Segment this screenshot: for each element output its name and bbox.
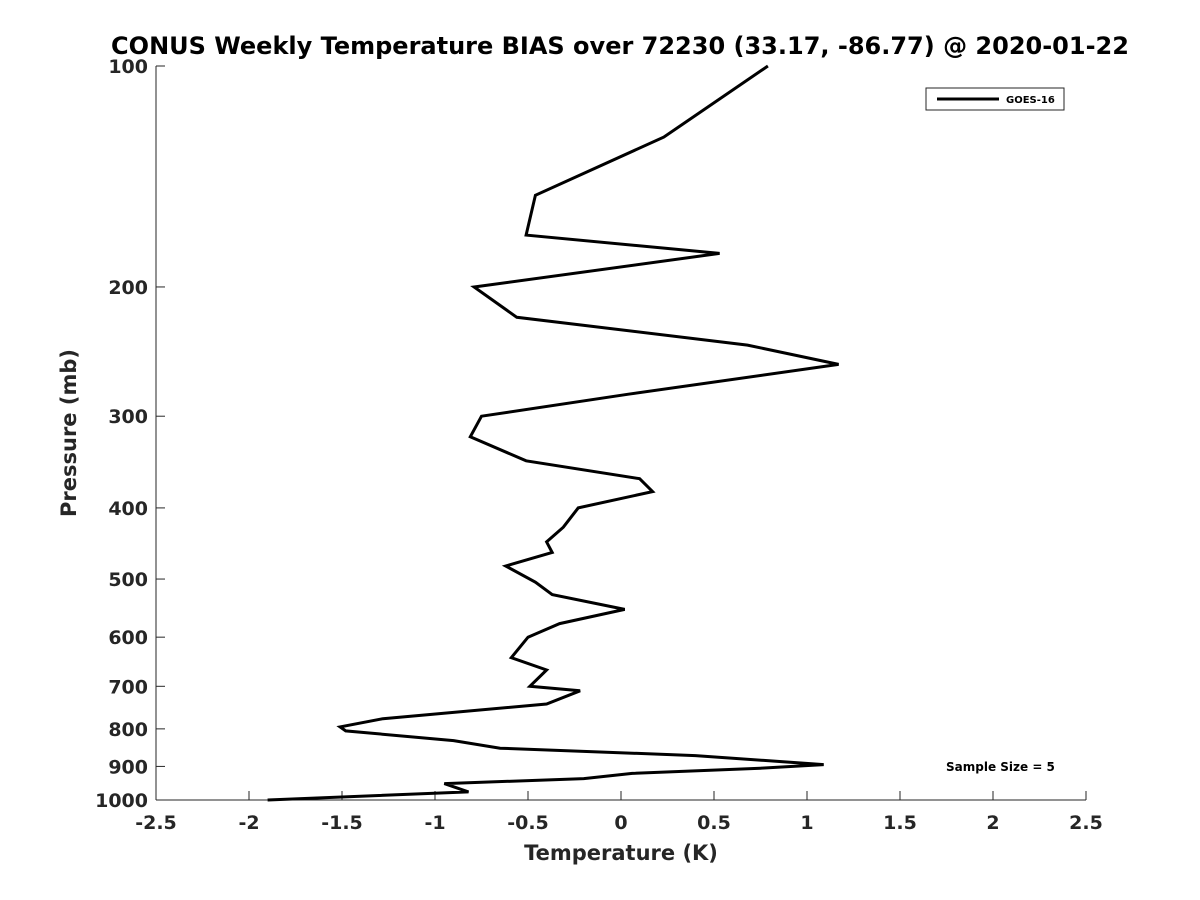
- legend-label-goes-16: GOES-16: [1006, 95, 1055, 106]
- y-tick-label: 500: [108, 569, 148, 591]
- x-tick-label: -2: [238, 812, 259, 834]
- y-tick-label: 100: [108, 56, 148, 78]
- y-tick-label: 700: [108, 676, 148, 698]
- x-tick-label: 0: [614, 812, 627, 834]
- x-axis-label: Temperature (K): [524, 841, 718, 865]
- x-tick-label: 2.5: [1069, 812, 1103, 834]
- y-tick-label: 600: [108, 627, 148, 649]
- chart-title: CONUS Weekly Temperature BIAS over 72230…: [111, 32, 1129, 60]
- x-tick-label: -1.5: [321, 812, 363, 834]
- x-tick-label: 1.5: [883, 812, 917, 834]
- series-layer: [267, 64, 839, 802]
- y-tick-label: 200: [108, 277, 148, 299]
- series-line-goes-16: [267, 64, 839, 802]
- plot-area: 100 200 300 400 500 600 700 800 900 1000 -2.5 -2 -1…: [95, 56, 1103, 834]
- x-tick-label: 1: [800, 812, 813, 834]
- y-tick-label: 800: [108, 719, 148, 741]
- y-tick-label: 400: [108, 498, 148, 520]
- x-tick-label: -2.5: [135, 812, 177, 834]
- y-tick-label: 900: [108, 756, 148, 778]
- sample-size-annotation: Sample Size = 5: [946, 760, 1055, 774]
- x-tick-label: 2: [986, 812, 999, 834]
- x-ticks: -2.5 -2 -1.5 -1 -0.5 0 0.5 1 1.5 2 2.5: [135, 791, 1103, 834]
- y-ticks: 100 200 300 400 500 600 700 800 900 1000: [95, 56, 165, 812]
- legend: GOES-16: [925, 87, 1065, 111]
- y-tick-label: 300: [108, 406, 148, 428]
- x-tick-label: 0.5: [697, 812, 731, 834]
- x-tick-label: -0.5: [507, 812, 549, 834]
- y-axis-label: Pressure (mb): [57, 349, 81, 517]
- x-tick-label: -1: [424, 812, 445, 834]
- y-tick-label: 1000: [95, 790, 148, 812]
